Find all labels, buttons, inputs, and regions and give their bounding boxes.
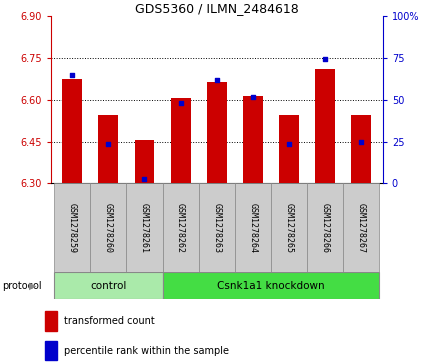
- Bar: [62, 79, 82, 183]
- Bar: [307, 183, 343, 272]
- Bar: [99, 115, 118, 183]
- Text: GSM1278263: GSM1278263: [212, 203, 221, 253]
- Text: GSM1278261: GSM1278261: [140, 203, 149, 253]
- Text: GSM1278262: GSM1278262: [176, 203, 185, 253]
- Bar: [207, 82, 227, 183]
- Text: GSM1278267: GSM1278267: [357, 203, 366, 253]
- Bar: [45, 341, 57, 360]
- Bar: [198, 183, 235, 272]
- Bar: [54, 183, 90, 272]
- Text: Csnk1a1 knockdown: Csnk1a1 knockdown: [217, 281, 325, 291]
- Bar: [343, 183, 379, 272]
- Bar: [171, 98, 191, 183]
- Bar: [135, 140, 154, 183]
- Bar: [235, 183, 271, 272]
- Bar: [162, 183, 198, 272]
- Point: [322, 57, 329, 62]
- Text: transformed count: transformed count: [64, 316, 155, 326]
- Text: protocol: protocol: [2, 281, 42, 291]
- Bar: [54, 272, 162, 299]
- Text: control: control: [90, 281, 127, 291]
- Bar: [271, 183, 307, 272]
- Bar: [315, 69, 335, 183]
- Text: percentile rank within the sample: percentile rank within the sample: [64, 346, 229, 356]
- Point: [213, 77, 220, 83]
- Bar: [279, 115, 299, 183]
- Title: GDS5360 / ILMN_2484618: GDS5360 / ILMN_2484618: [135, 2, 299, 15]
- Point: [141, 176, 148, 182]
- Point: [105, 142, 112, 147]
- Point: [358, 139, 365, 144]
- Bar: [45, 311, 57, 331]
- Text: GSM1278265: GSM1278265: [284, 203, 293, 253]
- Bar: [243, 96, 263, 183]
- Point: [69, 72, 76, 78]
- Text: GSM1278260: GSM1278260: [104, 203, 113, 253]
- Bar: [90, 183, 126, 272]
- Bar: [351, 115, 371, 183]
- Text: ▶: ▶: [29, 281, 36, 291]
- Point: [249, 94, 257, 100]
- Point: [177, 100, 184, 106]
- Text: GSM1278264: GSM1278264: [248, 203, 257, 253]
- Text: GSM1278259: GSM1278259: [68, 203, 77, 253]
- Bar: [126, 183, 162, 272]
- Bar: [162, 272, 379, 299]
- Point: [286, 142, 293, 147]
- Text: GSM1278266: GSM1278266: [320, 203, 330, 253]
